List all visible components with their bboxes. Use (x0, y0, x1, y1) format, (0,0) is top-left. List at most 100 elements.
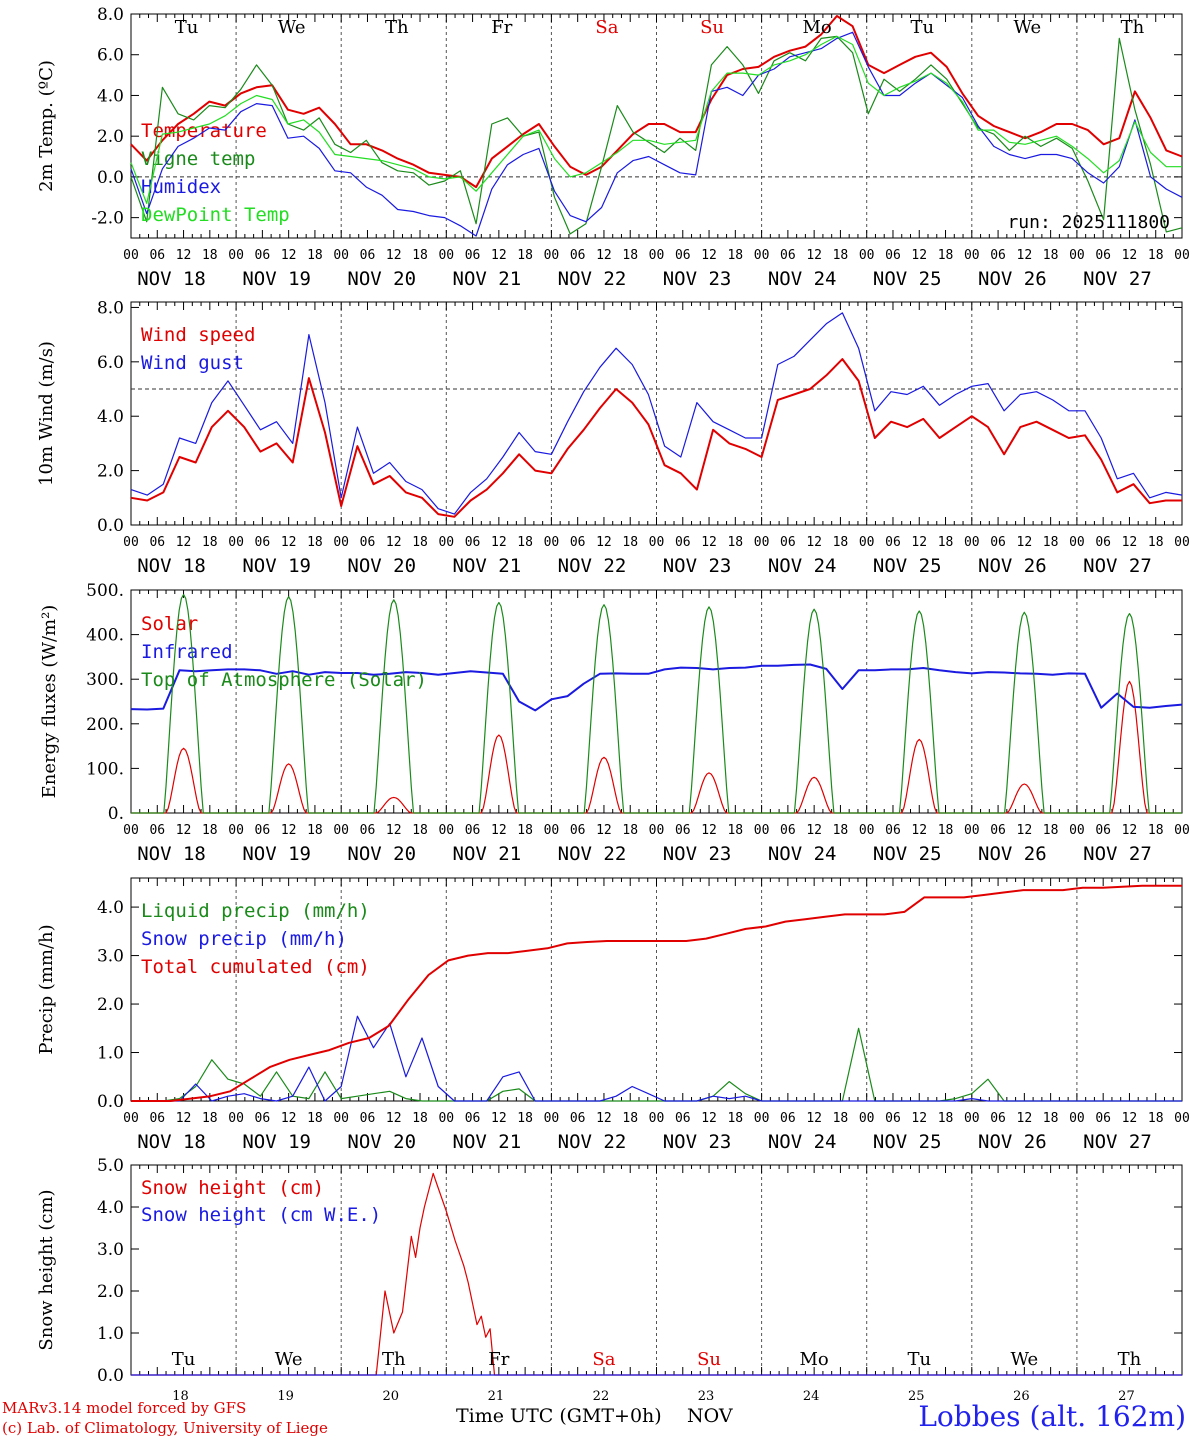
energy-legend-infrared: Infrared (141, 641, 233, 663)
temperature-weekday-label: Tu (175, 17, 199, 38)
energy-hour-tick-label: 00 (1174, 823, 1190, 838)
precip-series-total-cumulated-cm- (131, 884, 1182, 1102)
temperature-weekday-label: Mo (803, 17, 832, 38)
energy-hour-tick-label: 06 (149, 823, 165, 838)
temperature-hour-tick-label: 12 (491, 248, 507, 263)
energy-day-label: NOV 27 (1083, 843, 1152, 865)
temperature-hour-tick-label: 18 (307, 248, 323, 263)
snow-ytick-label: 5.0 (97, 1156, 124, 1176)
snow-day-number: 19 (277, 1389, 294, 1404)
snow-legend-snow-height-cm-w-e-: Snow height (cm W.E.) (141, 1204, 381, 1226)
precip-hour-tick-label: 00 (649, 1111, 665, 1126)
temperature-legend-vigne-temp: Vigne temp (141, 148, 255, 170)
snow-day-number: 27 (1118, 1389, 1135, 1404)
temperature-hour-tick-label: 06 (360, 248, 376, 263)
precip-hour-tick-label: 12 (386, 1111, 402, 1126)
temperature-weekday-label: Su (700, 17, 724, 38)
energy-series-infrared (130, 663, 1183, 712)
wind-hour-tick-label: 18 (1148, 535, 1164, 550)
precip-hour-tick-label: 12 (806, 1111, 822, 1126)
temperature-hour-tick-label: 06 (1095, 248, 1111, 263)
temperature-weekday-label: Sa (595, 17, 618, 38)
wind-day-label: NOV 24 (768, 555, 837, 577)
energy-hour-tick-label: 00 (333, 823, 349, 838)
wind-day-label: NOV 27 (1083, 555, 1152, 577)
temperature-ytick-label: 8.0 (97, 5, 124, 25)
energy-ytick-label: 0. (108, 804, 124, 824)
precip-hour-tick-label: 00 (544, 1111, 560, 1126)
wind-series-wind-gust (130, 312, 1183, 515)
precip-hour-tick-label: 18 (202, 1111, 218, 1126)
wind-hour-tick-label: 06 (990, 535, 1006, 550)
precip-hour-tick-label: 00 (964, 1111, 980, 1126)
temperature-weekday-label: Th (385, 17, 409, 38)
wind-legend-wind-gust: Wind gust (141, 352, 244, 374)
temperature-hour-tick-label: 18 (412, 248, 428, 263)
energy-hour-tick-label: 06 (465, 823, 481, 838)
wind-ytick-label: 2.0 (97, 462, 124, 482)
wind-hour-tick-label: 12 (1122, 535, 1138, 550)
precip-hour-tick-label: 00 (1174, 1111, 1190, 1126)
temperature-hour-tick-label: 06 (465, 248, 481, 263)
temperature-day-label: NOV 18 (137, 268, 206, 290)
precip-hour-tick-label: 06 (149, 1111, 165, 1126)
temperature-ytick-label: 0.0 (97, 168, 124, 188)
precip-day-label: NOV 27 (1083, 1131, 1152, 1153)
wind-hour-tick-label: 18 (307, 535, 323, 550)
wind-day-label: NOV 26 (978, 555, 1047, 577)
energy-hour-tick-label: 12 (1122, 823, 1138, 838)
precip-day-label: NOV 23 (663, 1131, 732, 1153)
wind-ytick-label: 4.0 (97, 407, 124, 427)
snow-weekday-label: Tu (907, 1349, 931, 1370)
temperature-weekday-label: Tu (910, 17, 934, 38)
energy-hour-tick-label: 12 (491, 823, 507, 838)
precip-hour-tick-label: 18 (517, 1111, 533, 1126)
wind-hour-tick-label: 00 (228, 535, 244, 550)
temperature-hour-tick-label: 00 (754, 248, 770, 263)
wind-hour-tick-label: 06 (1095, 535, 1111, 550)
snow-day-number: 24 (803, 1389, 820, 1404)
snow-weekday-label: Th (1118, 1349, 1142, 1370)
wind-hour-tick-label: 00 (754, 535, 770, 550)
energy-hour-tick-label: 00 (123, 823, 139, 838)
precip-hour-tick-label: 00 (1069, 1111, 1085, 1126)
precip-hour-tick-label: 00 (228, 1111, 244, 1126)
wind-day-label: NOV 19 (242, 555, 311, 577)
wind-hour-tick-label: 00 (649, 535, 665, 550)
precip-hour-tick-label: 12 (281, 1111, 297, 1126)
precip-hour-tick-label: 06 (675, 1111, 691, 1126)
wind-hour-tick-label: 06 (675, 535, 691, 550)
snow-day-number: 22 (593, 1389, 610, 1404)
energy-hour-tick-label: 00 (964, 823, 980, 838)
wind-hour-tick-label: 00 (859, 535, 875, 550)
snow-weekday-label: Sa (592, 1349, 615, 1370)
wind-hour-tick-label: 06 (360, 535, 376, 550)
wind-ytick-label: 0.0 (97, 516, 124, 536)
wind-hour-tick-label: 12 (491, 535, 507, 550)
energy-hour-tick-label: 12 (806, 823, 822, 838)
energy-hour-tick-label: 18 (307, 823, 323, 838)
energy-hour-tick-label: 18 (1148, 823, 1164, 838)
wind-hour-tick-label: 18 (938, 535, 954, 550)
wind-hour-tick-label: 12 (1017, 535, 1033, 550)
snow-day-number: 21 (488, 1389, 505, 1404)
wind-day-label: NOV 23 (663, 555, 732, 577)
temperature-hour-tick-label: 00 (438, 248, 454, 263)
precip-hour-tick-label: 12 (1122, 1111, 1138, 1126)
wind-hour-tick-label: 00 (1174, 535, 1190, 550)
temperature-ytick-label: 2.0 (97, 127, 124, 147)
temperature-hour-tick-label: 12 (911, 248, 927, 263)
temperature-weekday-label: Fr (491, 17, 512, 38)
precip-hour-tick-label: 12 (596, 1111, 612, 1126)
precip-hour-tick-label: 06 (465, 1111, 481, 1126)
energy-ytick-label: 200. (86, 715, 124, 735)
energy-series-top-of-atmosphere-solar- (131, 593, 1182, 814)
energy-hour-tick-label: 00 (859, 823, 875, 838)
temperature-day-label: NOV 27 (1083, 268, 1152, 290)
precip-hour-tick-label: 06 (570, 1111, 586, 1126)
precip-hour-tick-label: 06 (360, 1111, 376, 1126)
precip-legend-total-cumulated-cm-: Total cumulated (cm) (141, 956, 370, 978)
energy-hour-tick-label: 12 (281, 823, 297, 838)
energy-hour-tick-label: 06 (675, 823, 691, 838)
precip-hour-tick-label: 18 (938, 1111, 954, 1126)
